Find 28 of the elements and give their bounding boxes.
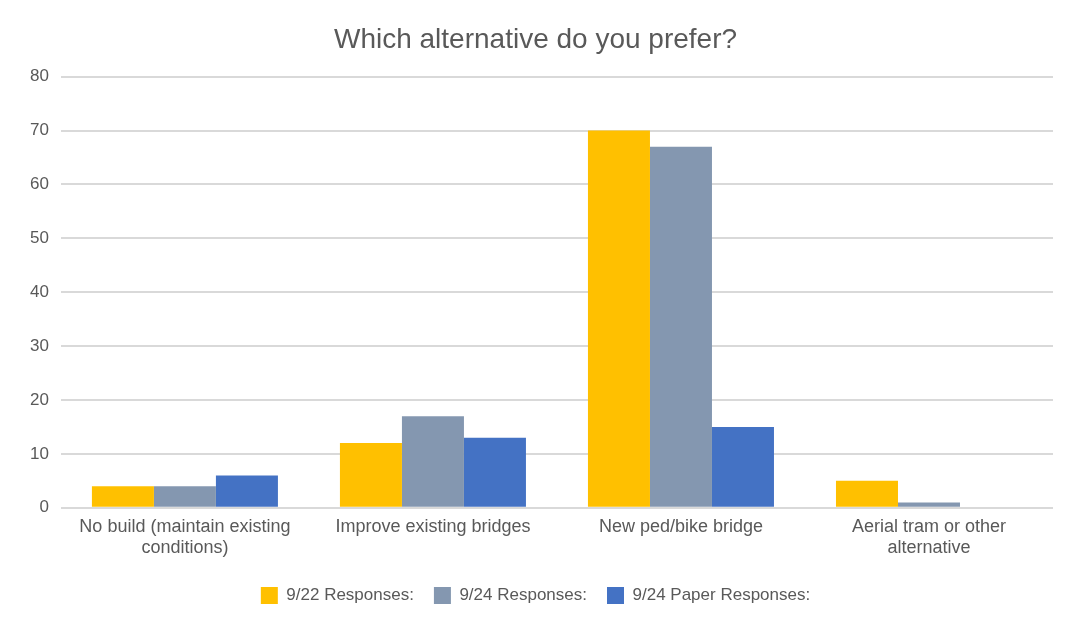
y-tick-label: 10 bbox=[29, 443, 49, 463]
y-tick-label: 50 bbox=[29, 227, 49, 247]
y-tick-label: 30 bbox=[29, 335, 49, 355]
bar bbox=[835, 480, 898, 507]
bar bbox=[153, 486, 216, 507]
y-tick-label: 80 bbox=[29, 66, 49, 86]
bar bbox=[897, 502, 960, 507]
bar bbox=[463, 437, 526, 507]
legend-label: 9/22 Responses: bbox=[286, 585, 414, 605]
y-tick-label: 60 bbox=[29, 174, 49, 194]
bar bbox=[215, 475, 278, 507]
x-tick-label: Aerial tram or other alternative bbox=[851, 515, 1007, 558]
x-tick-label: New ped/bike bridge bbox=[598, 515, 764, 536]
legend-label: 9/24 Responses: bbox=[459, 585, 588, 605]
bar bbox=[401, 416, 464, 507]
bar bbox=[339, 443, 402, 507]
y-tick-label: 0 bbox=[39, 497, 49, 517]
bar bbox=[91, 486, 154, 507]
y-tick-label: 20 bbox=[29, 389, 49, 409]
bar bbox=[587, 130, 650, 507]
legend-label: 9/24 Paper Responses: bbox=[632, 585, 811, 605]
x-tick-label: No build (maintain existing conditions) bbox=[79, 515, 291, 558]
chart-title: Which alternative do you prefer? bbox=[333, 22, 738, 54]
x-tick-label: Improve existing bridges bbox=[335, 515, 531, 536]
bar bbox=[649, 146, 712, 507]
y-tick-label: 70 bbox=[29, 120, 49, 140]
bar bbox=[711, 426, 774, 507]
y-tick-label: 40 bbox=[29, 281, 49, 301]
